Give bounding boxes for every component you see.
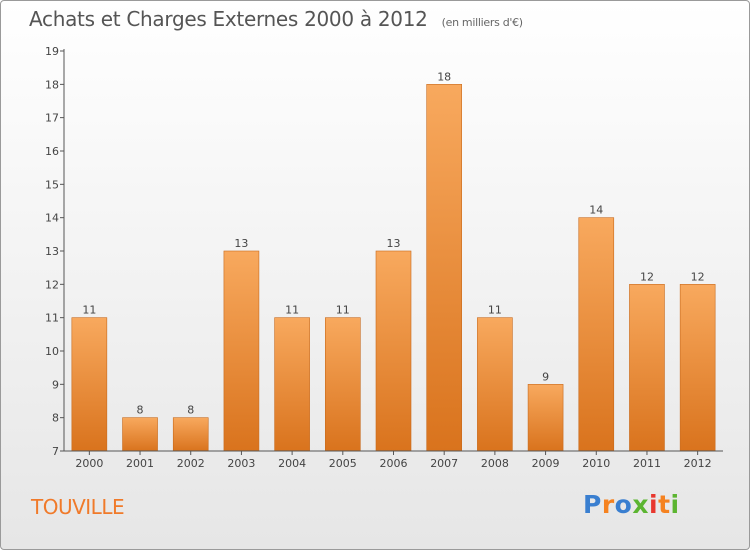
y-tick-label: 14 <box>45 212 59 225</box>
y-tick-label: 8 <box>52 412 59 425</box>
logo-letter: P <box>583 490 602 519</box>
axes-group: 2000 2001 2002 2003 2004 2005 2006 2007 2008 2009… <box>45 45 723 470</box>
bar <box>477 317 513 452</box>
value-label: 11 <box>82 304 96 317</box>
x-tick-label: 2000 <box>75 457 103 470</box>
x-tick-label: 2001 <box>126 457 154 470</box>
y-tick-label: 18 <box>45 78 59 91</box>
x-tick-label: 2003 <box>227 457 255 470</box>
x-tick-label: 2002 <box>177 457 205 470</box>
x-tick-label: 2005 <box>329 457 357 470</box>
x-tick-label: 2011 <box>633 457 661 470</box>
x-tick-label: 2007 <box>430 457 458 470</box>
logo-letter: i <box>670 490 680 519</box>
bar <box>375 250 412 452</box>
bar <box>578 217 615 452</box>
x-tick-label: 2012 <box>684 457 712 470</box>
value-label: 8 <box>137 404 144 417</box>
bar <box>71 317 108 452</box>
bars-group: 11 8 8 13 11 11 13 18 11 9 14 12 12 <box>71 70 716 452</box>
value-label: 18 <box>437 70 451 83</box>
bar <box>325 317 361 452</box>
logo-letter: o <box>614 490 633 519</box>
value-label: 11 <box>336 304 350 317</box>
value-label: 12 <box>691 270 705 283</box>
y-tick-label: 12 <box>45 278 59 291</box>
bar <box>172 417 209 452</box>
bar <box>679 284 716 452</box>
logo-letter: r <box>601 490 615 519</box>
y-tick-label: 10 <box>45 345 59 358</box>
y-tick-label: 19 <box>45 45 59 58</box>
chart-title: Achats et Charges Externes 2000 à 2012 (… <box>29 7 523 31</box>
value-label: 13 <box>234 237 248 250</box>
x-tick-label: 2010 <box>582 457 610 470</box>
proxiti-logo: Proxiti <box>583 490 680 519</box>
y-tick-label: 13 <box>45 245 59 258</box>
value-label: 11 <box>285 304 299 317</box>
y-tick-label: 15 <box>45 178 59 191</box>
x-tick-label: 2008 <box>481 457 509 470</box>
value-label: 14 <box>589 204 603 217</box>
x-tick-label: 2006 <box>380 457 408 470</box>
chart-title-text: Achats et Charges Externes 2000 à 2012 <box>29 7 428 31</box>
value-label: 13 <box>387 237 401 250</box>
bar <box>426 84 462 452</box>
y-tick-label: 16 <box>45 145 59 158</box>
logo-letter: i <box>649 490 659 519</box>
logo-letter: t <box>658 490 671 519</box>
y-tick-label: 11 <box>45 312 59 325</box>
value-label: 12 <box>640 270 654 283</box>
bar <box>274 317 310 452</box>
y-tick-label: 7 <box>52 445 59 458</box>
bar <box>122 417 158 452</box>
y-tick-label: 17 <box>45 112 59 125</box>
chart-subtitle: (en milliers d'€) <box>441 16 523 29</box>
bar <box>223 250 260 452</box>
y-tick-label: 9 <box>52 378 59 391</box>
value-label: 9 <box>542 370 549 383</box>
x-tick-label: 2004 <box>278 457 306 470</box>
commune-name: TOUVILLE <box>31 495 125 519</box>
x-tick-label: 2009 <box>532 457 560 470</box>
bar <box>527 384 564 452</box>
value-label: 11 <box>488 304 502 317</box>
value-label: 8 <box>187 404 194 417</box>
logo-letter: x <box>632 490 649 519</box>
bar <box>629 284 665 452</box>
